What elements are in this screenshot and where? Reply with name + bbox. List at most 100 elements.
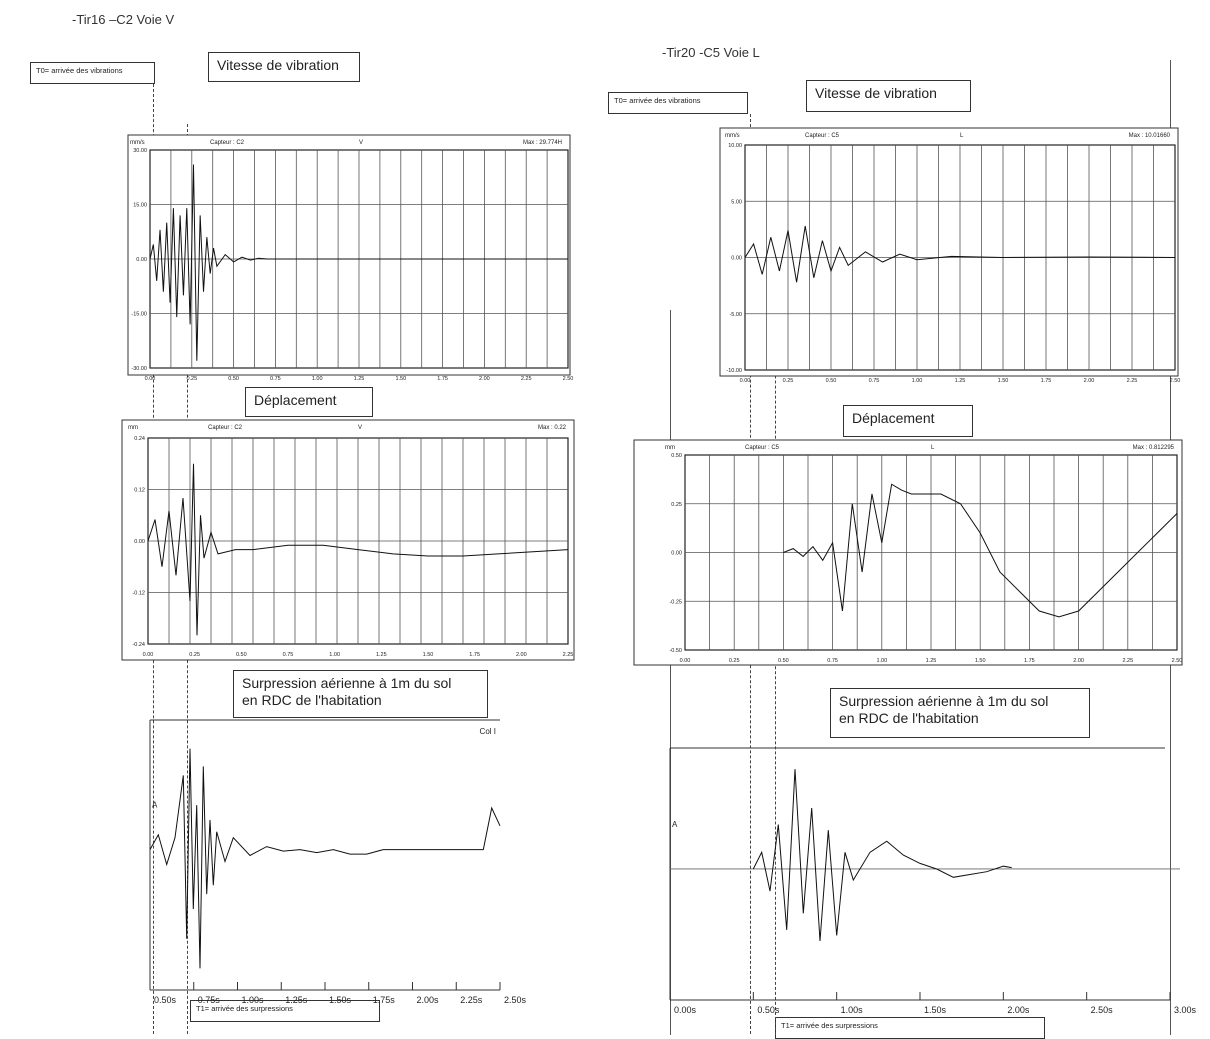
left-vitesse-xtick: 0.00: [145, 376, 156, 382]
right-surpression-xtick: 0.00s: [674, 1005, 697, 1015]
right-vitesse-xtick: 2.50: [1170, 378, 1181, 384]
right-deplacement-capteur: Capteur : C5: [745, 445, 780, 451]
left-vitesse-series-line: [149, 164, 568, 361]
right-vitesse-xtick: 0.00: [740, 378, 751, 384]
left-deplacement-xtick: 0.75: [283, 652, 294, 658]
right-surpression-xtick: 2.50s: [1091, 1005, 1114, 1015]
right-vitesse-xtick: 1.75: [1041, 378, 1052, 384]
right-vitesse-ytick: 0.00: [731, 256, 742, 262]
left-vitesse-unit: mm/s: [130, 140, 145, 146]
right-deplacement-voie: L: [931, 445, 935, 451]
left-vitesse-xtick: 1.75: [437, 376, 448, 382]
right-vitesse-ytick: -10.00: [726, 368, 742, 374]
left-surpression-label-line2: en RDC de l'habitation: [242, 692, 382, 708]
right-surpression-xtick: 0.50s: [757, 1005, 780, 1015]
left-vitesse-voie: V: [359, 140, 363, 146]
right-surpression-xtick: 1.00s: [841, 1005, 864, 1015]
right-left-line: [670, 310, 671, 1035]
right-deplacement-xtick: 0.25: [729, 658, 740, 664]
right-vitesse-max: Max : 10.01660: [1129, 133, 1171, 139]
left-surpression-xtick: 0.50s: [154, 995, 177, 1005]
left-deplacement-voie: V: [358, 425, 362, 431]
right-surpression-xtick: 1.50s: [924, 1005, 947, 1015]
right-vitesse-ytick: 10.00: [728, 143, 742, 149]
left-deplacement-xtick: 1.75: [469, 652, 480, 658]
left-vitesse-ytick: -15.00: [131, 312, 147, 318]
left-vitesse-xtick: 1.25: [354, 376, 365, 382]
left-deplacement-xtick: 2.00: [516, 652, 527, 658]
right-deplacement-ytick: 0.50: [671, 453, 682, 459]
right-vitesse-xtick: 0.75: [869, 378, 880, 384]
right-surpression-side-label: A: [672, 820, 678, 829]
right-surpression-label: Surpression aérienne à 1m du sol en RDC …: [830, 688, 1090, 738]
left-surpression-series-line: [149, 748, 501, 969]
left-deplacement-capteur: Capteur : C2: [208, 425, 243, 431]
right-vitesse-xtick: 2.00: [1084, 378, 1095, 384]
right-deplacement-ytick: 0.00: [671, 551, 682, 557]
right-surpression-label-line1: Surpression aérienne à 1m du sol: [839, 693, 1049, 709]
left-deplacement-unit: mm: [128, 425, 138, 431]
left-deplacement-xtick: 1.50: [423, 652, 434, 658]
left-vitesse-xtick: 2.25: [521, 376, 532, 382]
right-vitesse-xtick: 0.25: [783, 378, 794, 384]
left-deplacement-series-line: [147, 463, 569, 636]
right-deplacement-xtick: 1.25: [926, 658, 937, 664]
left-surpression-xtick: 2.00s: [417, 995, 440, 1005]
left-vitesse-ytick: 15.00: [133, 203, 147, 209]
left-deplacement-ytick: -0.24: [132, 642, 145, 648]
right-deplacement-ytick: -0.25: [669, 599, 682, 605]
left-deplacement-xtick: 1.25: [376, 652, 387, 658]
left-vitesse-xtick: 0.50: [228, 376, 239, 382]
left-vitesse-xtick: 2.00: [479, 376, 490, 382]
left-surpression-xtick: 1.75s: [373, 995, 396, 1005]
left-t1-label: T1= arrivée des surpressions: [190, 1000, 380, 1022]
left-deplacement-max: Max : 0.22: [538, 425, 567, 431]
right-surpression-series-line: [752, 769, 1012, 942]
right-vitesse-xtick: 1.50: [998, 378, 1009, 384]
left-surpression-side-label: A: [152, 801, 158, 810]
right-vitesse-xtick: 0.50: [826, 378, 837, 384]
left-vitesse-xtick: 1.50: [395, 376, 406, 382]
right-surpression-xtick: 2.00s: [1007, 1005, 1030, 1015]
right-vitesse-ytick: -5.00: [729, 312, 742, 318]
left-vitesse-xtick: 1.00: [312, 376, 323, 382]
right-deplacement-xtick: 2.50: [1172, 658, 1183, 664]
left-deplacement-xtick: 0.25: [189, 652, 200, 658]
left-surpression-xtick: 2.50s: [504, 995, 527, 1005]
left-vitesse-xtick: 0.75: [270, 376, 281, 382]
right-deplacement-xtick: 2.25: [1122, 658, 1133, 664]
left-deplacement-xtick: 2.25: [563, 652, 574, 658]
left-surpression-xtick: 1.25s: [285, 995, 308, 1005]
left-vitesse-max: Max : 29.774H: [523, 140, 562, 146]
left-vitesse-ytick: 0.00: [136, 257, 147, 263]
left-deplacement-ytick: 0.12: [134, 488, 145, 494]
left-surpression-label: Surpression aérienne à 1m du sol en RDC …: [233, 670, 488, 718]
left-surpression-corner-label: Col I: [480, 727, 496, 736]
right-vitesse-xtick: 1.25: [955, 378, 966, 384]
right-deplacement-xtick: 0.00: [680, 658, 691, 664]
right-deplacement-xtick: 1.50: [975, 658, 986, 664]
left-vitesse-ytick: 30.00: [133, 148, 147, 154]
right-surpression-label-line2: en RDC de l'habitation: [839, 710, 979, 726]
right-vitesse-label: Vitesse de vibration: [806, 80, 971, 112]
right-title: -Tir20 -C5 Voie L: [662, 45, 760, 60]
right-t0-label: T0= arrivée des vibrations: [608, 92, 748, 114]
left-surpression-label-line1: Surpression aérienne à 1m du sol: [242, 675, 452, 691]
left-deplacement-xtick: 1.00: [329, 652, 340, 658]
left-vitesse-xtick: 2.50: [563, 376, 574, 382]
left-surpression-xtick: 2.25s: [460, 995, 483, 1005]
right-deplacement-xtick: 1.00: [876, 658, 887, 664]
right-vitesse-xtick: 1.00: [912, 378, 923, 384]
left-deplacement-ytick: 0.00: [134, 539, 145, 545]
right-deplacement-xtick: 0.75: [827, 658, 838, 664]
left-vitesse-label: Vitesse de vibration: [208, 52, 360, 82]
right-vitesse-voie: L: [960, 133, 964, 139]
left-vitesse-xtick: 0.25: [186, 376, 197, 382]
right-vitesse-xtick: 2.25: [1127, 378, 1138, 384]
right-vitesse-unit: mm/s: [725, 133, 740, 139]
left-vitesse-frame: [127, 134, 571, 376]
right-vitesse-frame: [719, 127, 1179, 377]
left-t0-label: T0= arrivée des vibrations: [30, 62, 155, 84]
left-surpression-xtick: 0.75s: [198, 995, 221, 1005]
